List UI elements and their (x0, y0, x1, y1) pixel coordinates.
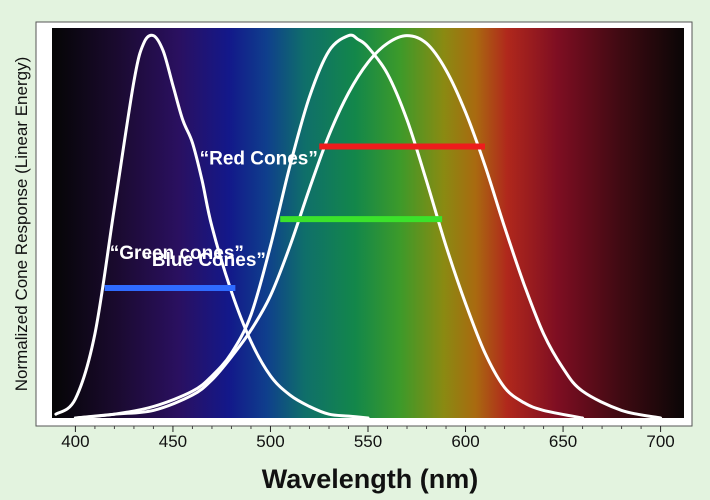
x-tick-label: 650 (549, 432, 577, 451)
x-tick-label: 600 (451, 432, 479, 451)
blue-cone-curve (54, 33, 370, 420)
red-cones-label: “Red Cones” (200, 149, 318, 170)
red-cone-curve (73, 34, 663, 420)
x-axis-ticks: 400 450 500 550 600 650 700 (61, 426, 675, 451)
x-tick-label: 550 (354, 432, 382, 451)
green-cones-label: “Green cones” (110, 243, 244, 264)
blue-cones-label: “Blue Cones” (142, 250, 266, 271)
y-axis-title: Normalized Cone Response (Linear Energy) (12, 57, 31, 392)
cone-bands: “Blue Cones”“Green cones” “Red Cones” (104, 143, 486, 291)
x-tick-label: 400 (61, 432, 89, 451)
x-tick-label: 450 (159, 432, 187, 451)
spectrum-background (52, 28, 684, 418)
x-axis-title: Wavelength (nm) (262, 464, 479, 494)
x-tick-label: 500 (256, 432, 284, 451)
green-cone-curve (73, 33, 585, 420)
x-tick-label: 700 (646, 432, 674, 451)
response-curves (54, 33, 663, 420)
